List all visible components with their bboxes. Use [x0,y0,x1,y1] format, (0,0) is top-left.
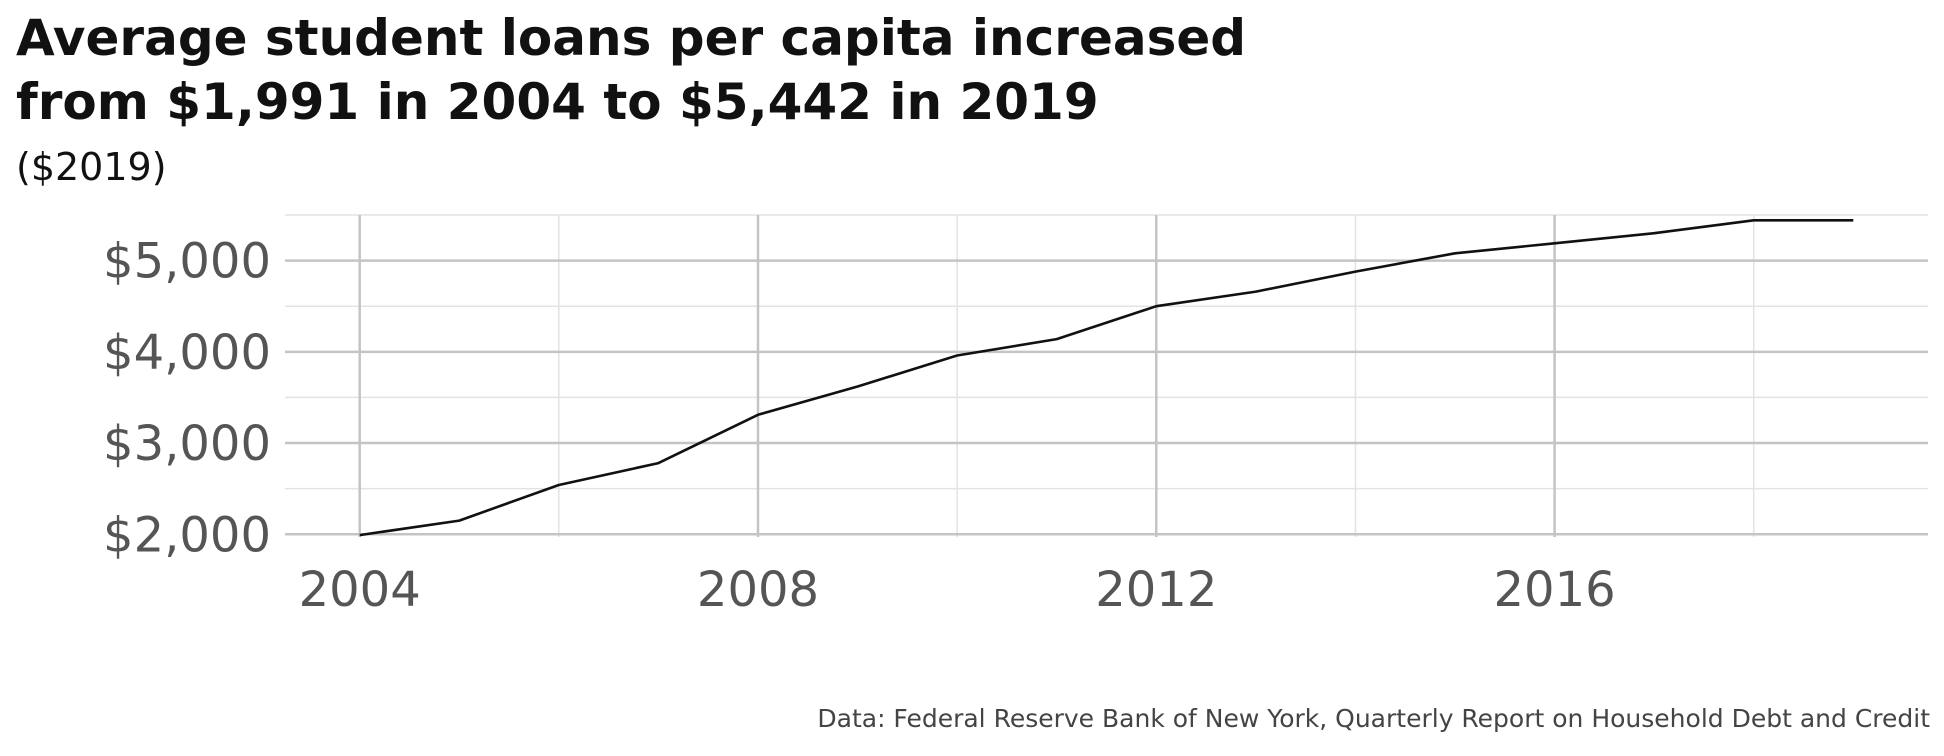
series-line [359,219,1854,537]
chart-title: Average student loans per capita increas… [16,6,1246,134]
y-tick-label: $3,000 [103,416,271,472]
x-tick-label: 2008 [697,562,819,618]
minor-gridlines [285,214,1928,537]
line-chart: $2,000 $3,000 $4,000 $5,000 2004 2008 2012 201… [103,214,1928,618]
chart-title-line-2: from $1,991 in 2004 to $5,442 in 2019 [16,73,1099,131]
chart-title-line-1: Average student loans per capita increas… [16,9,1247,67]
x-tick-label: 2012 [1095,562,1217,618]
x-tick-label: 2016 [1494,562,1616,618]
y-tick-label: $4,000 [103,325,271,381]
y-tick-label: $2,000 [103,507,271,563]
chart-subtitle: ($2019) [16,145,167,189]
series-layer [359,219,1854,537]
major-gridlines [285,215,1928,537]
x-tick-label: 2004 [299,562,421,618]
source-caption: Data: Federal Reserve Bank of New York, … [817,704,1930,733]
y-axis-tick-labels: $2,000 $3,000 $4,000 $5,000 [103,234,271,564]
x-axis-tick-labels: 2004 2008 2012 2016 [299,562,1616,618]
y-tick-label: $5,000 [103,234,271,290]
